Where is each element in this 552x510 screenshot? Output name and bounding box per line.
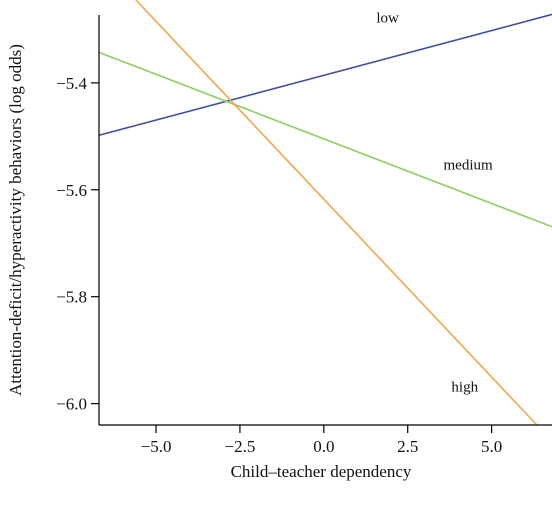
y-tick-label: −5.8: [56, 288, 87, 307]
x-ticks: −5.0 −2.5 0.0 2.5 5.0: [141, 425, 502, 456]
series-label-high: high: [451, 380, 478, 396]
series-label-low: low: [376, 10, 399, 26]
x-tick-label: −5.0: [141, 437, 172, 456]
y-tick-label: −5.6: [56, 181, 87, 200]
series-line-high: [135, 0, 538, 426]
x-tick-label: 0.0: [313, 437, 334, 456]
x-tick-label: −2.5: [225, 437, 256, 456]
x-tick-label: 5.0: [481, 437, 502, 456]
series-line-low: [98, 13, 552, 137]
x-tick-label: 2.5: [397, 437, 418, 456]
y-ticks: −5.4 −5.6 −5.8 −6.0: [56, 74, 99, 414]
series-lines: [98, 0, 552, 426]
series-line-medium: [98, 51, 552, 228]
series-labels: low medium high: [376, 10, 493, 395]
y-tick-label: −6.0: [56, 395, 87, 414]
x-axis-title: Child–teacher dependency: [231, 462, 412, 481]
y-tick-label: −5.4: [56, 74, 87, 93]
y-axis-title: Attention-deficit/hyperactivity behavior…: [6, 44, 25, 396]
axes: [98, 15, 552, 426]
series-label-medium: medium: [444, 157, 493, 173]
